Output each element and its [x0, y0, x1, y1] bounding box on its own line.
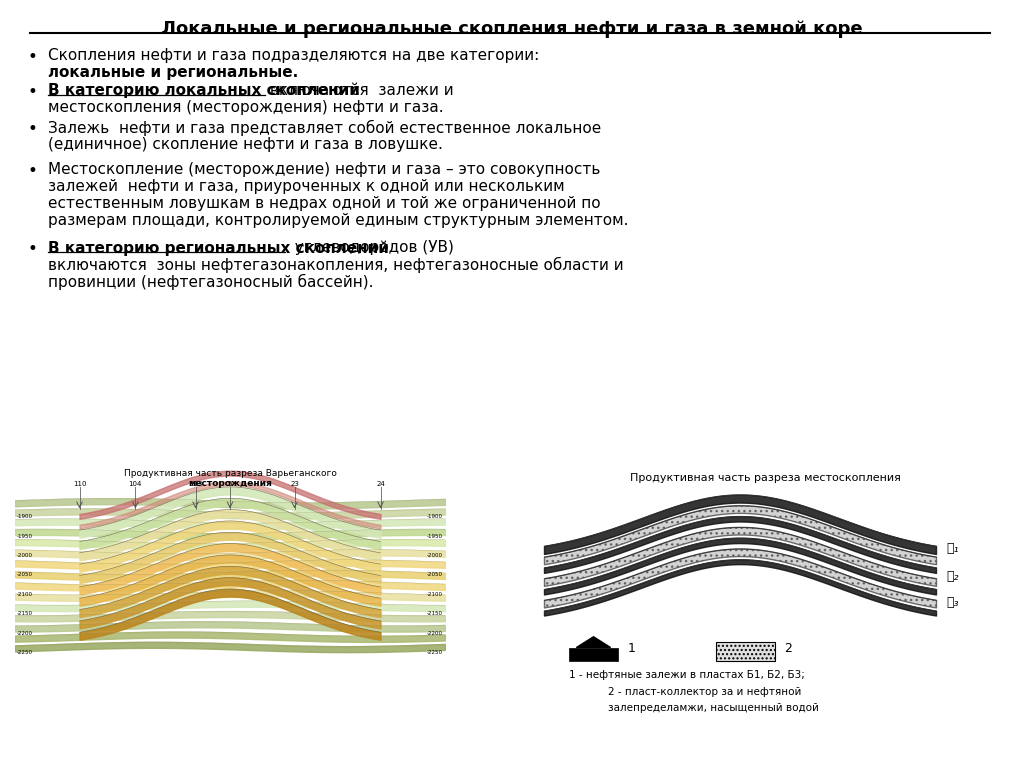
Text: локальные и региональные.: локальные и региональные. [48, 65, 298, 80]
Text: размерам площади, контролируемой единым структурным элементом.: размерам площади, контролируемой единым … [48, 214, 629, 228]
Text: Скопления нефти и газа подразделяются на две категории:: Скопления нефти и газа подразделяются на… [48, 48, 540, 63]
Text: 2: 2 [784, 642, 793, 655]
Text: •: • [28, 83, 38, 101]
Text: -2250: -2250 [427, 650, 442, 655]
Text: -1950: -1950 [17, 534, 33, 538]
Text: углеводородов (УВ): углеводородов (УВ) [286, 240, 455, 255]
Text: 1 - нефтяные залежи в пластах Б1, Б2, Б3;: 1 - нефтяные залежи в пластах Б1, Б2, Б3… [569, 670, 805, 680]
Text: 24: 24 [376, 481, 385, 487]
Text: 5: 5 [227, 481, 232, 487]
Text: В категорию региональных скоплений: В категорию региональных скоплений [48, 240, 389, 256]
Text: 23: 23 [290, 481, 299, 487]
Text: залепределамжи, насыщенный водой: залепределамжи, насыщенный водой [608, 703, 819, 713]
Text: -2200: -2200 [17, 631, 33, 636]
Text: -1950: -1950 [427, 534, 442, 538]
Text: 䄛₃: 䄛₃ [946, 597, 958, 610]
Text: •: • [28, 48, 38, 66]
Text: •: • [28, 162, 38, 180]
Text: Залежь  нефти и газа представляет собой естественное локальное: Залежь нефти и газа представляет собой е… [48, 120, 601, 136]
Text: -2200: -2200 [427, 631, 442, 636]
Text: -1900: -1900 [17, 514, 33, 519]
Text: В категорию локальных скоплений: В категорию локальных скоплений [48, 83, 359, 98]
Text: Продуктивная часть разреза Варьеганского: Продуктивная часть разреза Варьеганского [124, 469, 337, 478]
Text: •: • [28, 240, 38, 258]
Text: 110: 110 [73, 481, 86, 487]
Text: 䄛₁: 䄛₁ [946, 542, 958, 555]
Text: провинции (нефтегазоносный бассейн).: провинции (нефтегазоносный бассейн). [48, 274, 374, 290]
Text: Локальные и региональные скопления нефти и газа в земной коре: Локальные и региональные скопления нефти… [161, 20, 863, 38]
Text: 104: 104 [129, 481, 142, 487]
Text: Местоскопление (месторождение) нефти и газа – это совокупность: Местоскопление (месторождение) нефти и г… [48, 162, 600, 177]
Polygon shape [577, 637, 610, 647]
Text: -2000: -2000 [17, 553, 33, 558]
Text: Продуктивная часть разреза местоскопления: Продуктивная часть разреза местоскоплени… [630, 473, 900, 483]
Text: •: • [28, 120, 38, 138]
Bar [569, 647, 618, 661]
Text: 1: 1 [628, 642, 636, 655]
Text: -2100: -2100 [17, 592, 33, 597]
Text: -2050: -2050 [17, 572, 33, 578]
Text: включаются  зоны нефтегазонакопления, нефтегазоносные области и: включаются зоны нефтегазонакопления, неф… [48, 257, 624, 273]
Text: -2150: -2150 [17, 611, 33, 616]
Text: -1900: -1900 [427, 514, 442, 519]
Bar [716, 642, 775, 661]
Text: -2000: -2000 [427, 553, 442, 558]
Text: 䄛₂: 䄛₂ [946, 570, 958, 582]
Text: 103: 103 [188, 481, 203, 487]
Text: местоскопления (месторождения) нефти и газа.: местоскопления (месторождения) нефти и г… [48, 100, 443, 115]
Text: естественным ловушкам в недрах одной и той же ограниченной по: естественным ловушкам в недрах одной и т… [48, 196, 601, 211]
Text: залежей  нефти и газа, приуроченных к одной или нескольким: залежей нефти и газа, приуроченных к одн… [48, 179, 564, 194]
Text: месторождения: месторождения [188, 478, 272, 488]
Text: -2100: -2100 [427, 592, 442, 597]
Text: -2050: -2050 [427, 572, 442, 578]
Text: -2150: -2150 [427, 611, 442, 616]
Text: 2 - пласт-коллектор за и нефтяной: 2 - пласт-коллектор за и нефтяной [608, 687, 802, 697]
Text: включаются  залежи и: включаются залежи и [264, 83, 454, 98]
Text: -2250: -2250 [17, 650, 33, 655]
Text: (единичное) скопление нефти и газа в ловушке.: (единичное) скопление нефти и газа в лов… [48, 137, 442, 152]
